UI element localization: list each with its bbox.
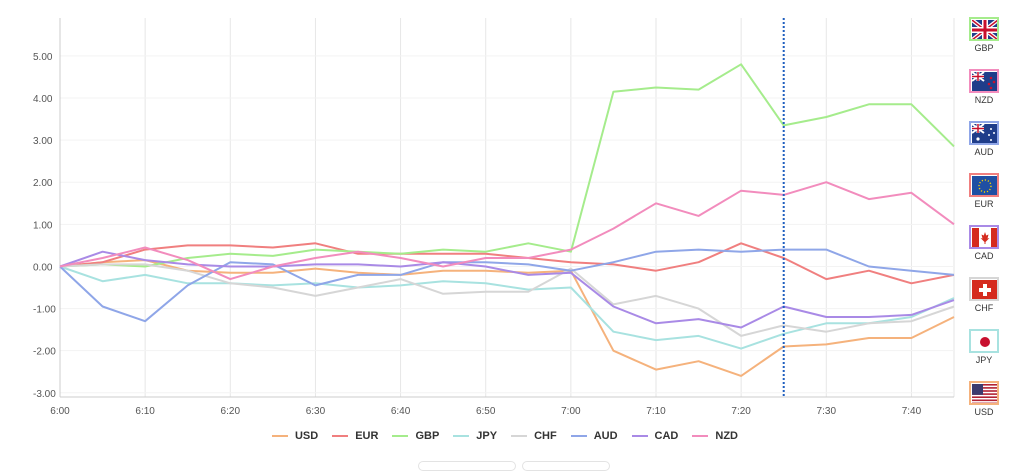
legend-swatch [511,435,528,437]
flag-item-cad[interactable]: CAD [962,225,1006,261]
legend-item-cad[interactable]: CAD [631,430,679,442]
legend-swatch [271,435,288,437]
legend-item-usd[interactable]: USD [271,430,319,442]
legend-label: USD [294,430,319,442]
series-line-nzd [59,181,955,281]
flag-item-usd[interactable]: USD [962,381,1006,417]
legend-swatch [392,435,409,437]
footer-tab-left[interactable] [418,461,516,471]
series-line-aud [59,248,955,323]
x-tick-label: 7:30 [817,406,837,417]
legend-label: EUR [355,430,379,442]
nz-flag-icon [969,69,999,93]
legend-swatch [570,435,587,437]
x-tick-label: 7:10 [646,406,666,417]
flag-item-chf[interactable]: CHF [962,277,1006,313]
flag-item-nzd[interactable]: NZD [962,69,1006,105]
flag-item-aud[interactable]: AUD [962,121,1006,157]
y-tick-label: -2.00 [33,347,56,358]
x-tick-label: 6:30 [306,406,326,417]
flag-label: CHF [974,303,994,313]
x-tick-label: 7:40 [902,406,922,417]
y-tick-label: 4.00 [33,94,53,105]
flag-label: NZD [974,95,994,105]
line-chart: 6:00 6:10 6:20 6:30 6:40 6:50 7:00 7:10 7:20 7:30… [33,18,955,417]
x-tick-label: 6:40 [391,406,411,417]
eu-flag-icon [969,173,999,197]
y-tick-label: 2.00 [33,178,53,189]
legend-item-nzd[interactable]: NZD [692,430,738,442]
flag-label: AUD [974,147,994,157]
series-line-jpy [59,265,955,350]
flag-label: USD [974,407,994,417]
series-line-gbp [59,63,955,268]
flag-label: CAD [974,251,994,261]
legend-swatch [332,435,349,437]
uk-flag-icon [969,17,999,41]
x-tick-label: 6:10 [135,406,155,417]
flag-label: EUR [974,199,994,209]
y-tick-label: -1.00 [33,305,56,316]
legend-item-aud[interactable]: AUD [570,430,618,442]
flag-item-gbp[interactable]: GBP [962,17,1006,53]
legend-label: AUD [593,430,618,442]
ch-flag-icon [969,277,999,301]
legend-item-gbp[interactable]: GBP [392,430,439,442]
legend-label: GBP [415,430,440,442]
flag-label: GBP [974,43,994,53]
legend-swatch [631,435,648,437]
legend-item-jpy[interactable]: JPY [453,430,497,442]
x-tick-label: 7:00 [561,406,581,417]
legend-item-eur[interactable]: EUR [332,430,378,442]
flag-label: JPY [975,355,993,365]
legend-swatch [453,435,470,437]
legend-label: CHF [534,430,557,442]
footer-tab-right[interactable] [522,461,610,471]
y-tick-label: 0.00 [33,262,53,273]
series-line-usd [59,259,955,377]
jp-flag-icon [969,329,999,353]
ca-flag-icon [969,225,999,249]
legend-label: NZD [715,430,738,442]
y-tick-label: -3.00 [33,389,56,400]
x-tick-label: 7:20 [731,406,751,417]
y-tick-label: 3.00 [33,136,53,147]
series-line-eur [59,242,955,285]
series-line-chf [59,263,955,337]
legend-label: CAD [654,430,679,442]
au-flag-icon [969,121,999,145]
flag-item-jpy[interactable]: JPY [962,329,1006,365]
x-tick-label: 6:20 [221,406,241,417]
chart-legend: USD EUR GBP JPY CHF AUD CAD NZD [0,430,1010,442]
y-tick-label: 1.00 [33,220,53,231]
legend-swatch [692,435,709,437]
flag-item-eur[interactable]: EUR [962,173,1006,209]
x-tick-label: 6:50 [476,406,496,417]
y-tick-label: 5.00 [33,52,53,63]
legend-label: JPY [476,430,498,442]
us-flag-icon [969,381,999,405]
x-tick-label: 6:00 [50,406,70,417]
series-line-cad [59,250,955,329]
legend-item-chf[interactable]: CHF [511,430,557,442]
